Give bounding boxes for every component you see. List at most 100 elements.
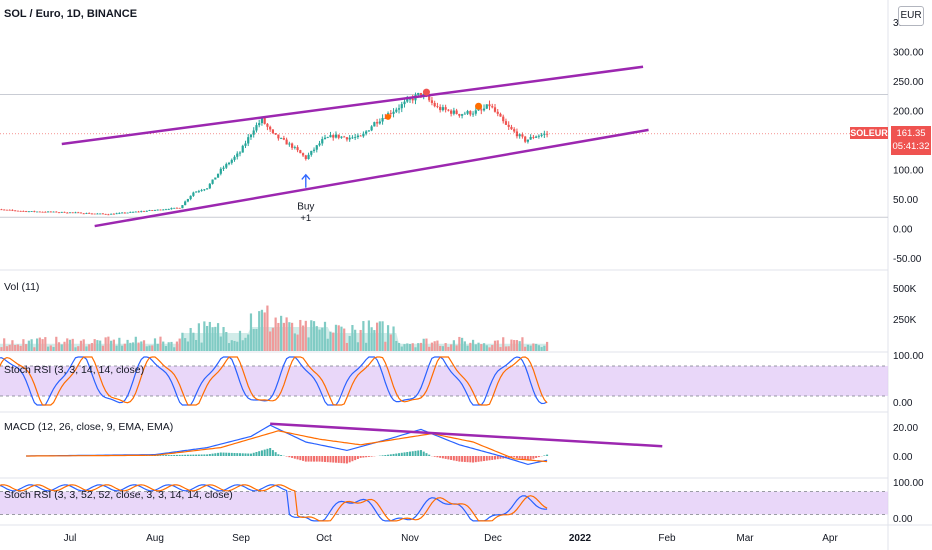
- candle-body: [247, 137, 250, 144]
- volume-bar: [315, 326, 318, 351]
- macd-histogram-bar: [521, 456, 524, 460]
- volume-bar: [537, 345, 540, 351]
- candle-body: [299, 150, 302, 154]
- candle-body: [55, 211, 58, 213]
- macd-histogram-bar: [217, 452, 220, 456]
- volume-bar: [395, 340, 398, 351]
- macd-histogram-bar: [313, 456, 316, 462]
- volume-bar: [455, 345, 458, 351]
- volume-bar: [16, 344, 20, 351]
- candle-body: [406, 99, 409, 102]
- macd-histogram-bar: [343, 456, 346, 464]
- candle-body: [192, 192, 195, 196]
- currency-button[interactable]: EUR: [898, 6, 924, 26]
- macd-histogram-bar: [348, 456, 351, 463]
- volume-bar: [200, 342, 203, 351]
- volume-bar: [57, 342, 61, 351]
- volume-bar: [260, 309, 264, 351]
- macd-histogram-bar: [318, 456, 321, 462]
- volume-bar: [222, 327, 225, 351]
- macd-histogram-bar: [271, 450, 274, 456]
- volume-bar: [502, 337, 505, 351]
- candle-body: [307, 154, 310, 159]
- macd-histogram-bar: [419, 450, 422, 456]
- volume-bar: [266, 305, 269, 351]
- macd-histogram-bar: [351, 456, 354, 462]
- volume-bar: [156, 343, 159, 351]
- candle-body: [167, 209, 170, 210]
- candle-body: [334, 134, 338, 138]
- macd-histogram-bar: [249, 453, 252, 456]
- candle-body: [354, 137, 357, 138]
- volume-bar: [249, 313, 253, 351]
- price-axis[interactable]: 350.00300.00250.00200.00150.00100.0050.0…: [893, 18, 924, 525]
- volume-bar: [373, 330, 376, 351]
- volume-bar: [403, 344, 406, 351]
- volume-bar: [236, 341, 239, 351]
- volume-bar: [60, 344, 63, 351]
- macd-histogram-bar: [469, 456, 472, 463]
- candle-body: [367, 130, 370, 132]
- macd-histogram-bar: [244, 453, 247, 456]
- macd-histogram-bar: [197, 454, 200, 456]
- candle-body: [79, 212, 83, 214]
- macd-histogram-bar: [414, 450, 417, 456]
- volume-bar: [82, 339, 85, 351]
- volume-bar: [27, 340, 30, 351]
- volume-bar: [85, 346, 88, 351]
- macd-histogram-bar: [447, 456, 450, 460]
- volume-bar: [126, 339, 129, 351]
- macd-histogram-bar: [280, 455, 283, 456]
- volume-bar: [175, 341, 179, 351]
- time-axis[interactable]: Jul Aug Sep Oct Nov Dec 2022 Feb Mar Apr: [64, 533, 839, 544]
- volume-bar: [439, 345, 442, 351]
- volume-bar: [46, 346, 50, 351]
- candle-body: [510, 126, 513, 130]
- volume-bar: [41, 339, 44, 351]
- volume-bar: [488, 347, 491, 351]
- candle-body: [140, 211, 143, 213]
- volume-bar: [345, 342, 349, 351]
- candle-body: [214, 177, 217, 180]
- candle-body: [71, 212, 74, 214]
- macd-histogram-bar: [164, 455, 167, 456]
- macd-histogram-bar: [365, 456, 368, 458]
- volume-bar: [463, 341, 466, 351]
- volume-bar: [107, 336, 110, 351]
- volume-bar: [247, 334, 250, 351]
- candle-body: [173, 207, 176, 209]
- candle-body: [293, 147, 296, 148]
- candle-body: [63, 211, 66, 213]
- volume-bar: [274, 317, 277, 351]
- candle-body: [450, 110, 453, 114]
- macd-pane: [26, 422, 663, 466]
- candle-body: [340, 136, 343, 138]
- macd-histogram-bar: [233, 453, 236, 456]
- volume-bar: [5, 346, 9, 351]
- volume-bar: [118, 337, 121, 351]
- candle-body: [233, 156, 236, 160]
- volume-bar: [35, 338, 39, 351]
- candle-body: [419, 93, 423, 96]
- volume-bar: [269, 331, 272, 351]
- buy-arrow-head: [301, 173, 311, 180]
- macd-histogram-bar: [537, 456, 540, 458]
- candle-body: [482, 108, 486, 111]
- time-tick-label: Dec: [484, 533, 502, 544]
- volume-bar: [44, 337, 47, 351]
- volume-bar: [406, 343, 409, 351]
- macd-histogram-bar: [291, 456, 294, 458]
- volume-bar: [145, 346, 148, 351]
- time-tick-label: Jul: [64, 533, 77, 544]
- candle-body: [274, 132, 277, 135]
- volume-bar: [88, 344, 91, 351]
- candle-body: [27, 211, 30, 213]
- candle-body: [543, 133, 546, 135]
- candle-body: [296, 147, 299, 151]
- candle-body: [134, 211, 137, 213]
- volume-bar: [307, 337, 310, 351]
- volume-bar: [288, 322, 291, 351]
- candle-body: [238, 152, 242, 154]
- volume-bar: [301, 325, 305, 351]
